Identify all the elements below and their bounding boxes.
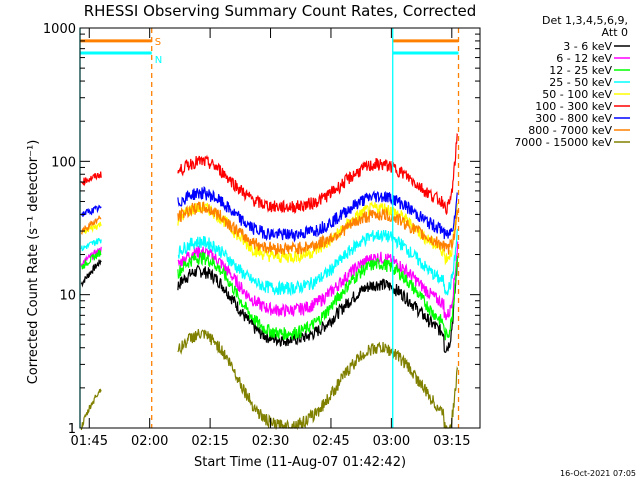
plot-area: SN xyxy=(79,28,460,431)
series-5-pre xyxy=(80,171,102,187)
series-6-main xyxy=(177,185,458,243)
series-7-main xyxy=(177,201,459,257)
legend-label-4: 50 - 100 keV xyxy=(542,88,612,101)
y-axis-label: Corrected Count Rate (s⁻¹ detector⁻¹) xyxy=(26,140,41,385)
x-axis-label: Start Time (11-Aug-07 01:42:42) xyxy=(194,455,406,470)
plot-frame xyxy=(79,27,481,429)
flag-N-label: N xyxy=(155,55,162,66)
y-tick-label-1: 10 xyxy=(59,289,76,304)
series-7-pre xyxy=(80,215,102,236)
chart-title: RHESSI Observing Summary Count Rates, Co… xyxy=(84,2,477,20)
timestamp: 16-Oct-2021 07:05 xyxy=(560,469,636,478)
x-tick-label-3: 02:30 xyxy=(252,434,289,449)
series-2-pre xyxy=(80,249,102,270)
legend-header-2: Att 0 xyxy=(602,26,628,39)
legend-label-6: 300 - 800 keV xyxy=(535,112,612,125)
axes: 01:45 02:00 02:15 02:30 02:45 03:00 03:15 1 10 10… xyxy=(43,22,481,449)
series-0-pre xyxy=(80,259,102,288)
series-6-pre xyxy=(80,204,102,217)
legend-label-5: 100 - 300 keV xyxy=(535,100,612,113)
series-5-main xyxy=(177,133,459,216)
x-tick-label-4: 02:45 xyxy=(312,434,349,449)
series-3-main xyxy=(177,228,459,297)
series-8-main xyxy=(177,329,459,431)
legend-label-2: 12 - 25 keV xyxy=(549,64,612,77)
legend-label-8: 7000 - 15000 keV xyxy=(514,136,612,149)
y-tick-label-3: 1000 xyxy=(43,22,76,37)
legend-label-3: 25 - 50 keV xyxy=(549,76,612,89)
series-2-main xyxy=(177,251,459,341)
flag-S-label: S xyxy=(155,37,161,48)
legend-label-1: 6 - 12 keV xyxy=(556,52,612,65)
x-tick-label-1: 02:00 xyxy=(131,434,168,449)
y-tick-label-0: 1 xyxy=(68,422,76,437)
legend-label-7: 800 - 7000 keV xyxy=(528,124,612,137)
y-tick-label-2: 100 xyxy=(51,155,76,170)
series-4-pre xyxy=(81,221,102,235)
legend-header-1: Det 1,3,4,5,6,9, xyxy=(542,14,628,27)
x-tick-label-0: 01:45 xyxy=(71,434,108,449)
legend-label-0: 3 - 6 keV xyxy=(563,40,612,53)
series-8-pre xyxy=(80,388,102,431)
x-tick-label-5: 03:00 xyxy=(373,434,410,449)
x-tick-label-6: 03:15 xyxy=(433,434,470,449)
x-tick-label-2: 02:15 xyxy=(191,434,228,449)
series-0-main xyxy=(177,255,459,354)
series-3-pre xyxy=(80,237,102,252)
